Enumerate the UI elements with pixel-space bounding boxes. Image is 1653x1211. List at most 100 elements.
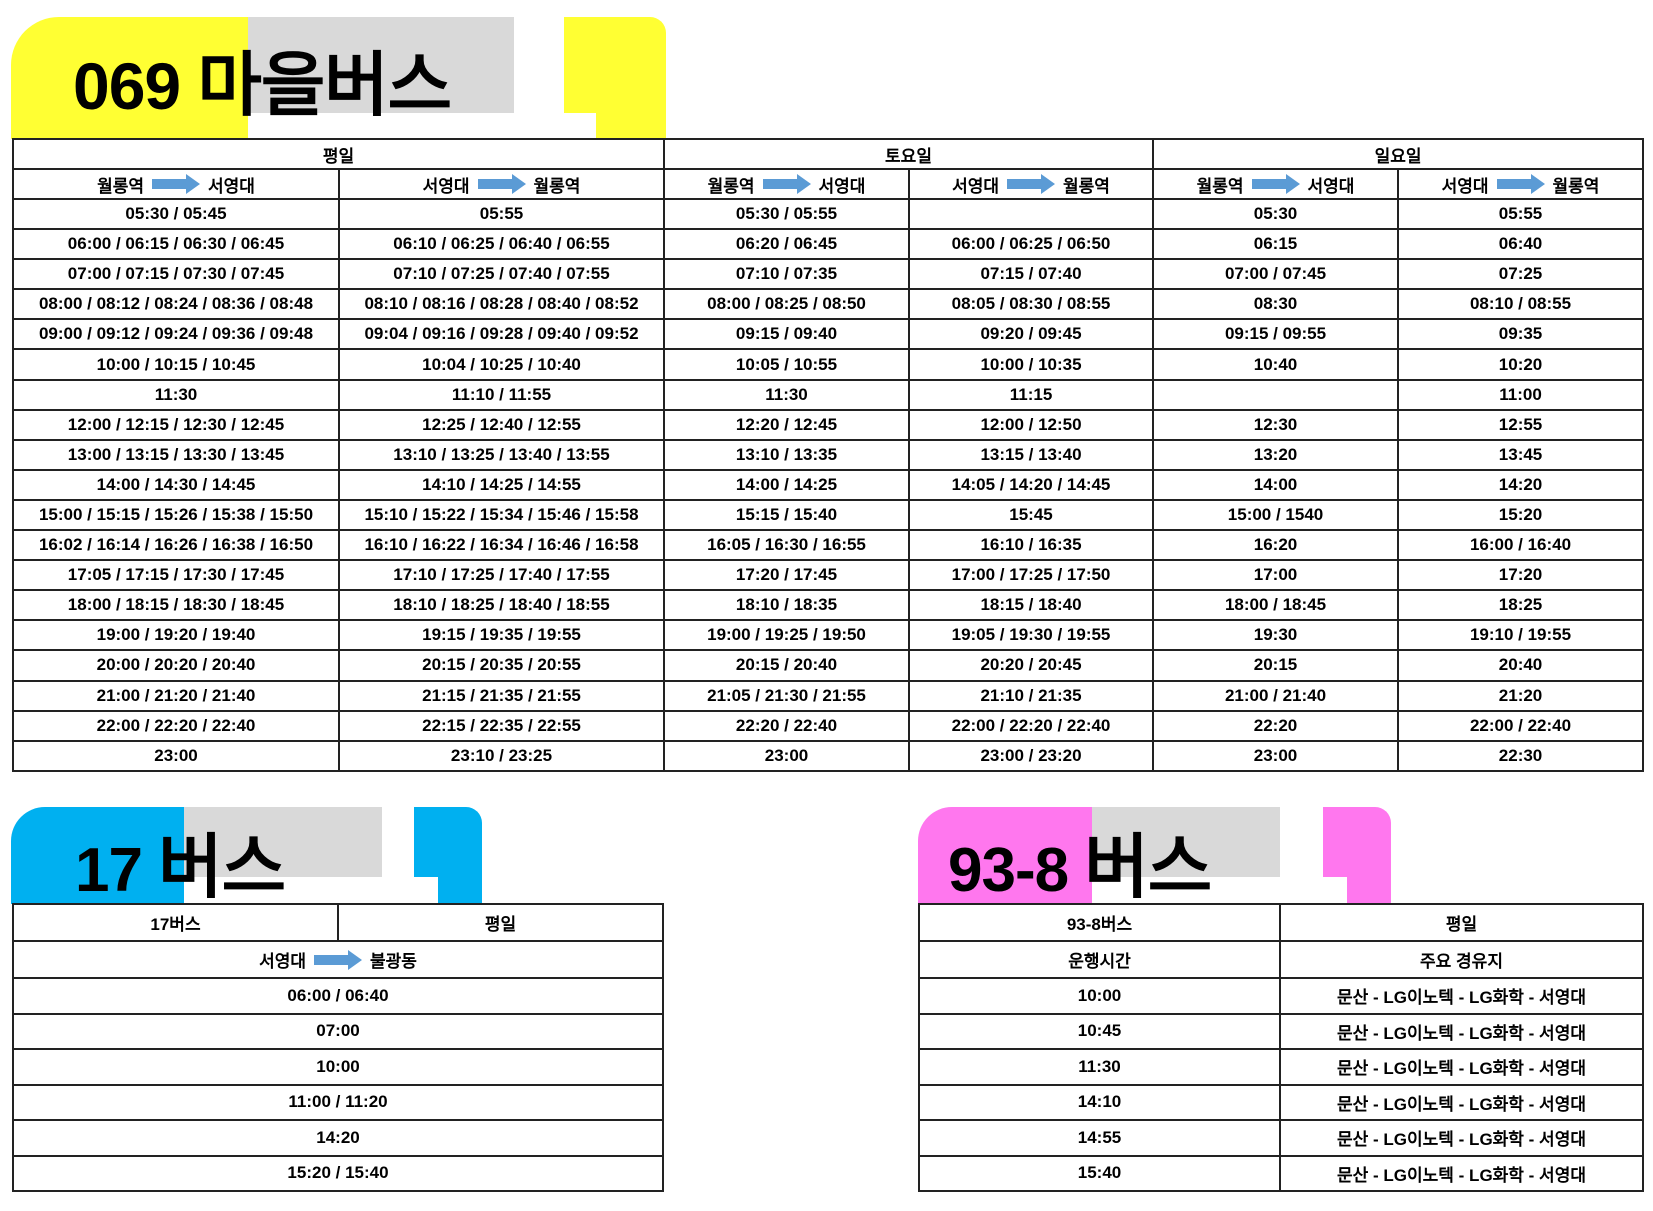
- direction-to: 서영대: [1307, 176, 1355, 196]
- time-cell: 20:15 / 20:40: [663, 649, 910, 682]
- time-cell: 22:00 / 22:20 / 22:40: [907, 709, 1155, 742]
- table-row: 10:00 / 10:15 / 10:45 10:04 / 10:25 / 10:…: [12, 348, 1645, 381]
- time-cell: 12:00 / 12:50: [907, 408, 1155, 441]
- day-header-weekday: 평일: [12, 138, 665, 170]
- time-cell: 07:00: [12, 1012, 664, 1050]
- table-row: 07:00 / 07:15 / 07:30 / 07:45 07:10 / 07:…: [12, 258, 1645, 291]
- direction-header: 월롱역 서영대: [1152, 168, 1400, 200]
- time-cell: 23:10 / 23:25: [338, 739, 665, 772]
- table-row: 14:20: [12, 1119, 664, 1157]
- arrow-right-icon: [1007, 174, 1055, 194]
- time-cell: 15:10 / 15:22 / 15:34 / 15:46 / 15:58: [338, 498, 665, 532]
- time-cell: 06:00 / 06:15 / 06:30 / 06:45: [12, 228, 340, 261]
- bus-93-8-day-cell: 평일: [1279, 903, 1644, 942]
- time-cell: 16:10 / 16:22 / 16:34 / 16:46 / 16:58: [338, 529, 665, 562]
- time-cell: 08:00 / 08:25 / 08:50: [663, 288, 910, 321]
- time-cell: 06:20 / 06:45: [663, 228, 910, 261]
- route-cell: 문산 - LG이노텍 - LG화학 - 서영대: [1279, 1048, 1644, 1086]
- table-row: 11:00 / 11:20: [12, 1083, 664, 1121]
- time-cell: 18:25: [1397, 589, 1645, 622]
- time-cell: 10:40: [1152, 348, 1400, 381]
- time-cell: 11:10 / 11:55: [338, 378, 665, 411]
- time-cell: 15:20: [1397, 498, 1645, 532]
- table-row: 06:00 / 06:40: [12, 977, 664, 1015]
- time-cell: [1152, 378, 1400, 411]
- time-cell: 14:20: [12, 1119, 664, 1157]
- table-row: 10:00: [12, 1048, 664, 1086]
- direction-to: 불광동: [370, 952, 417, 971]
- time-cell: 07:10 / 07:25 / 07:40 / 07:55: [338, 258, 665, 291]
- time-cell: 18:00 / 18:15 / 18:30 / 18:45: [12, 589, 340, 622]
- direction-header: 서영대 월롱역: [907, 168, 1155, 200]
- direction-to: 월롱역: [1063, 176, 1110, 196]
- time-cell: 23:00: [663, 739, 910, 772]
- day-header-row: 평일 토요일 일요일: [12, 138, 1645, 170]
- time-cell: 12:55: [1397, 408, 1645, 441]
- bus-17-title: 버스: [158, 828, 286, 906]
- time-cell: 19:00 / 19:25 / 19:50: [663, 619, 910, 652]
- time-cell: 16:20: [1152, 529, 1400, 562]
- time-cell: 19:10 / 19:55: [1397, 619, 1645, 652]
- time-cell: 23:00: [12, 739, 340, 772]
- table-row: 21:00 / 21:20 / 21:40 21:15 / 21:35 / 21:…: [12, 679, 1645, 712]
- bus-17-direction: 서영대 불광동: [12, 940, 664, 979]
- time-cell: 09:20 / 09:45: [907, 318, 1155, 351]
- time-cell: 10:00 / 10:15 / 10:45: [12, 348, 340, 381]
- table-row: 15:00 / 15:15 / 15:26 / 15:38 / 15:50 15:…: [12, 498, 1645, 532]
- time-cell: [907, 197, 1155, 231]
- table-row: 07:00: [12, 1012, 664, 1050]
- time-cell: 15:40: [918, 1154, 1281, 1192]
- time-cell: 10:00: [918, 977, 1281, 1015]
- time-cell: 16:05 / 16:30 / 16:55: [663, 529, 910, 562]
- time-cell: 14:00: [1152, 468, 1400, 501]
- time-cell: 18:10 / 18:25 / 18:40 / 18:55: [338, 589, 665, 622]
- arrow-right-icon: [762, 174, 811, 194]
- time-cell: 14:00 / 14:30 / 14:45: [12, 468, 340, 501]
- time-cell: 07:00 / 07:15 / 07:30 / 07:45: [12, 258, 340, 291]
- time-cell: 16:00 / 16:40: [1397, 529, 1645, 562]
- time-cell: 09:00 / 09:12 / 09:24 / 09:36 / 09:48: [12, 318, 340, 351]
- col-header-stops: 주요 경유지: [1279, 940, 1644, 979]
- table-row: 14:10 문산 - LG이노텍 - LG화학 - 서영대: [918, 1083, 1644, 1121]
- time-cell: 14:10: [918, 1083, 1281, 1121]
- direction-to: 서영대: [818, 176, 866, 196]
- direction-header-row: 월롱역 서영대 서영대 월롱역 월롱역 서영대 서영대 월롱역 월롱역 서영대 서영대 월롱역: [12, 168, 1645, 200]
- time-cell: 13:15 / 13:40: [907, 438, 1155, 471]
- time-cell: 06:00 / 06:25 / 06:50: [907, 228, 1155, 261]
- table-row: 15:40 문산 - LG이노텍 - LG화학 - 서영대: [918, 1154, 1644, 1192]
- arrow-right-icon: [1496, 174, 1545, 194]
- time-cell: 16:10 / 16:35: [907, 529, 1155, 562]
- time-cell: 05:55: [1397, 197, 1645, 231]
- table-row: 08:00 / 08:12 / 08:24 / 08:36 / 08:48 08:…: [12, 288, 1645, 321]
- time-cell: 06:00 / 06:40: [12, 977, 664, 1015]
- time-cell: 22:30: [1397, 739, 1645, 772]
- time-cell: 17:05 / 17:15 / 17:30 / 17:45: [12, 559, 340, 592]
- time-cell: 23:00: [1152, 739, 1400, 772]
- time-cell: 15:15 / 15:40: [663, 498, 910, 532]
- time-cell: 20:15: [1152, 649, 1400, 682]
- table-row: 10:45 문산 - LG이노텍 - LG화학 - 서영대: [918, 1012, 1644, 1050]
- time-cell: 08:10 / 08:16 / 08:28 / 08:40 / 08:52: [338, 288, 665, 321]
- arrow-right-icon: [477, 174, 526, 194]
- bus-93-8-title-banner: 93-8 버스: [918, 807, 1391, 906]
- time-cell: 11:00: [1397, 378, 1645, 411]
- time-cell: 14:20: [1397, 468, 1645, 501]
- table-row: 14:55 문산 - LG이노텍 - LG화학 - 서영대: [918, 1119, 1644, 1157]
- time-cell: 19:15 / 19:35 / 19:55: [338, 619, 665, 652]
- time-cell: 14:10 / 14:25 / 14:55: [338, 468, 665, 501]
- time-cell: 22:15 / 22:35 / 22:55: [338, 709, 665, 742]
- time-cell: 11:30: [918, 1048, 1281, 1086]
- table-row: 05:30 / 05:45 05:55 05:30 / 05:55 05:30 05:5…: [12, 197, 1645, 231]
- table-row: 22:00 / 22:20 / 22:40 22:15 / 22:35 / 22:…: [12, 709, 1645, 742]
- direction-header: 월롱역 서영대: [12, 168, 340, 200]
- time-cell: 22:20 / 22:40: [663, 709, 910, 742]
- bus-17-timetable: 17버스 평일 서영대 불광동 06:00 / 06:40 07:00 10:00 11…: [12, 903, 664, 1192]
- time-cell: 18:15 / 18:40: [907, 589, 1155, 622]
- route-cell: 문산 - LG이노텍 - LG화학 - 서영대: [1279, 1154, 1644, 1192]
- direction-from: 월롱역: [97, 176, 144, 196]
- table-row: 14:00 / 14:30 / 14:45 14:10 / 14:25 / 14:…: [12, 468, 1645, 501]
- table-row: 09:00 / 09:12 / 09:24 / 09:36 / 09:48 09:…: [12, 318, 1645, 351]
- table-row: 11:30 문산 - LG이노텍 - LG화학 - 서영대: [918, 1048, 1644, 1086]
- time-cell: 12:20 / 12:45: [663, 408, 910, 441]
- time-cell: 16:02 / 16:14 / 16:26 / 16:38 / 16:50: [12, 529, 340, 562]
